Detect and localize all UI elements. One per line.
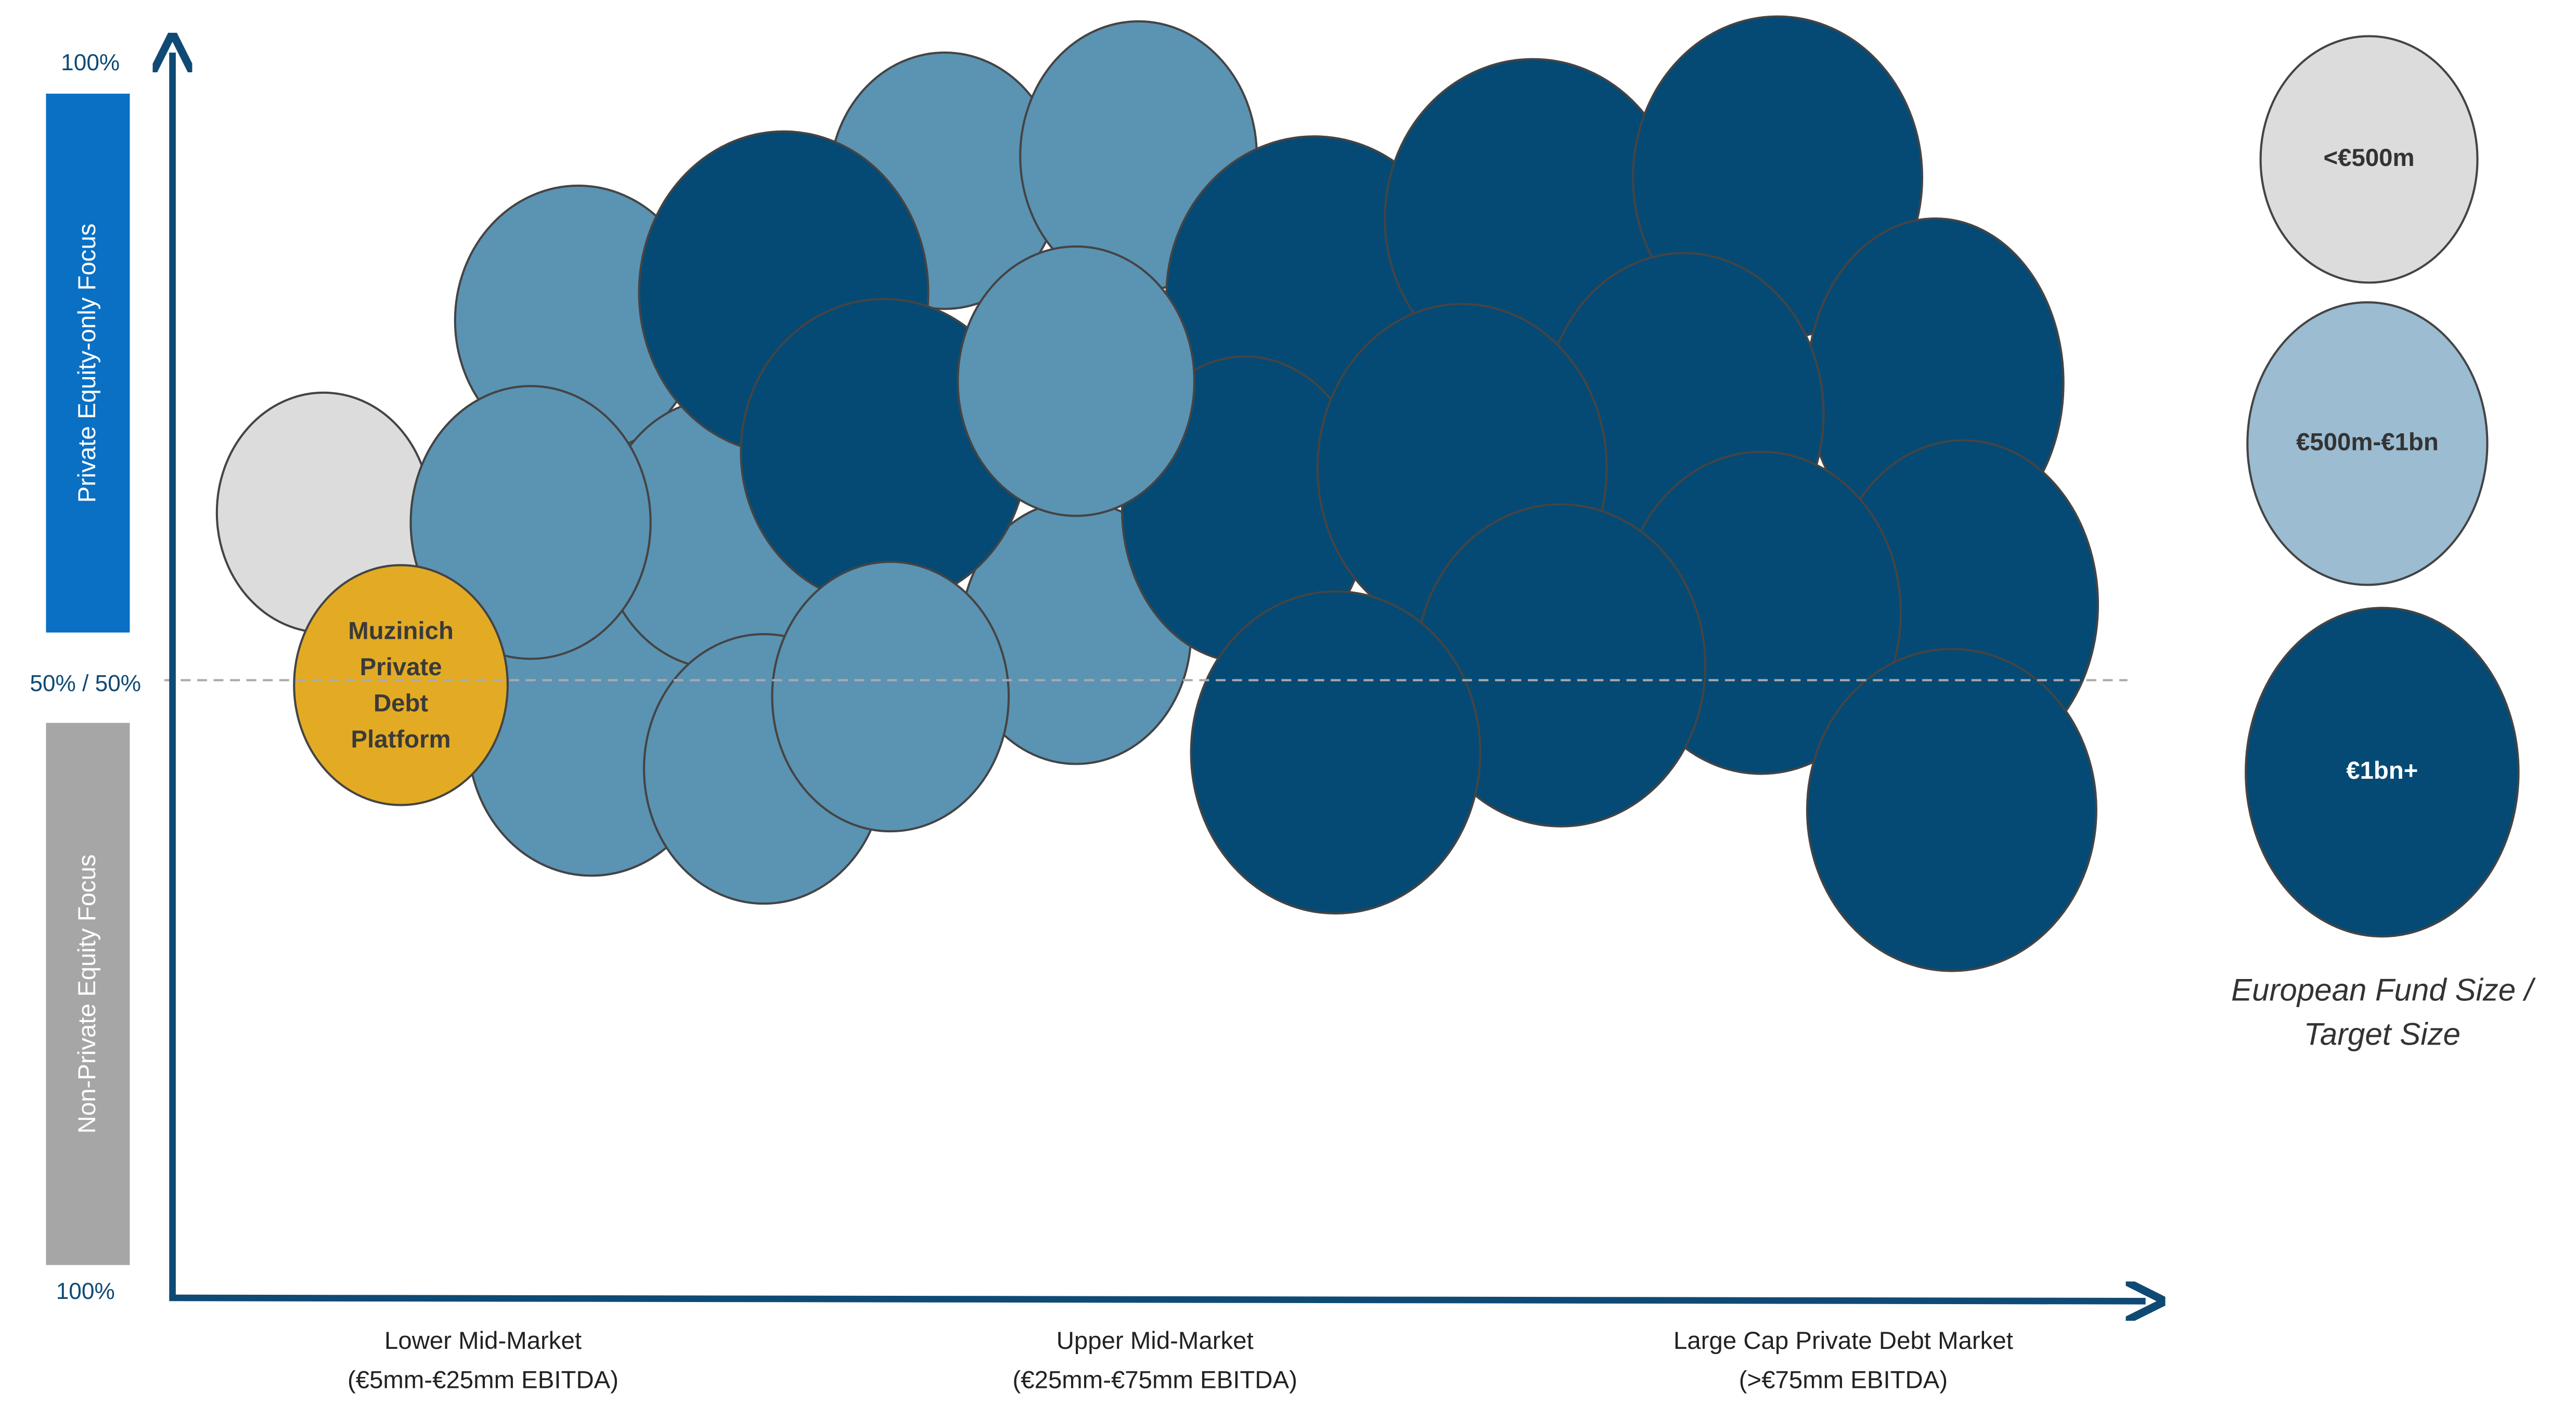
x-segment-range: (€5mm-€25mm EBITDA) bbox=[347, 1367, 619, 1394]
x-segment-name: Upper Mid-Market bbox=[1057, 1327, 1254, 1355]
highlight-label: Muzinich bbox=[348, 617, 454, 645]
legend-label: €500m-€1bn bbox=[2296, 428, 2439, 456]
highlight-bubble bbox=[293, 564, 509, 806]
bubbles: Muzinich Private Debt Platform bbox=[215, 15, 2100, 972]
x-segment-name: Lower Mid-Market bbox=[384, 1327, 582, 1355]
bubble bbox=[771, 561, 1010, 833]
x-segment-range: (>€75mm EBITDA) bbox=[1739, 1367, 1948, 1394]
legend-swatch bbox=[2259, 35, 2479, 284]
bubble bbox=[1190, 590, 1482, 915]
upper-band bbox=[46, 94, 130, 633]
lower-band bbox=[46, 723, 130, 1265]
x-segment-name: Large Cap Private Debt Market bbox=[1673, 1327, 2013, 1355]
x-axis bbox=[169, 1298, 2145, 1301]
upper-band-label: Private Equity-only Focus bbox=[73, 224, 101, 503]
bubble bbox=[409, 385, 652, 660]
legend-label: <€500m bbox=[2324, 144, 2415, 172]
x-segment-range: (€25mm-€75mm EBITDA) bbox=[1013, 1367, 1297, 1394]
highlight-label: Platform bbox=[351, 726, 451, 753]
highlight-label: Debt bbox=[373, 689, 428, 717]
top-label: 100% bbox=[61, 50, 120, 75]
legend-swatch bbox=[2245, 607, 2520, 938]
legend: <€500m €500m-€1bn €1bn+ European Fund Size … bbox=[2231, 35, 2536, 1052]
legend-label: €1bn+ bbox=[2346, 757, 2418, 784]
bottom-label: 100% bbox=[56, 1279, 115, 1304]
legend-title: Target Size bbox=[2304, 1017, 2461, 1052]
bubble bbox=[1806, 648, 2097, 972]
bubble bbox=[957, 245, 1196, 517]
mid-label: 50% / 50% bbox=[30, 671, 141, 697]
highlight-label: Private bbox=[360, 653, 442, 681]
legend-swatch bbox=[2246, 301, 2489, 586]
legend-title: European Fund Size / bbox=[2231, 972, 2536, 1007]
x-labels: Lower Mid-Market (€5mm-€25mm EBITDA) Upper… bbox=[347, 1327, 2013, 1394]
lower-band-label: Non-Private Equity Focus bbox=[73, 854, 101, 1133]
